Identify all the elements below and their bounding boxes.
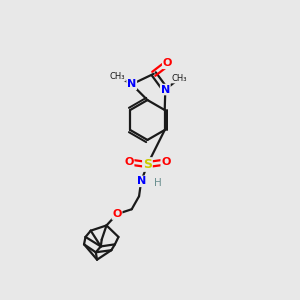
Text: O: O — [124, 157, 134, 167]
Text: H: H — [154, 178, 161, 188]
Text: N: N — [127, 79, 136, 89]
Text: S: S — [143, 158, 152, 171]
Text: N: N — [136, 176, 146, 186]
Text: CH₃: CH₃ — [172, 74, 187, 83]
Text: CH₃: CH₃ — [110, 72, 125, 81]
Text: N: N — [161, 85, 170, 94]
Text: O: O — [161, 157, 171, 167]
Text: O: O — [112, 209, 122, 219]
Text: O: O — [163, 58, 172, 68]
